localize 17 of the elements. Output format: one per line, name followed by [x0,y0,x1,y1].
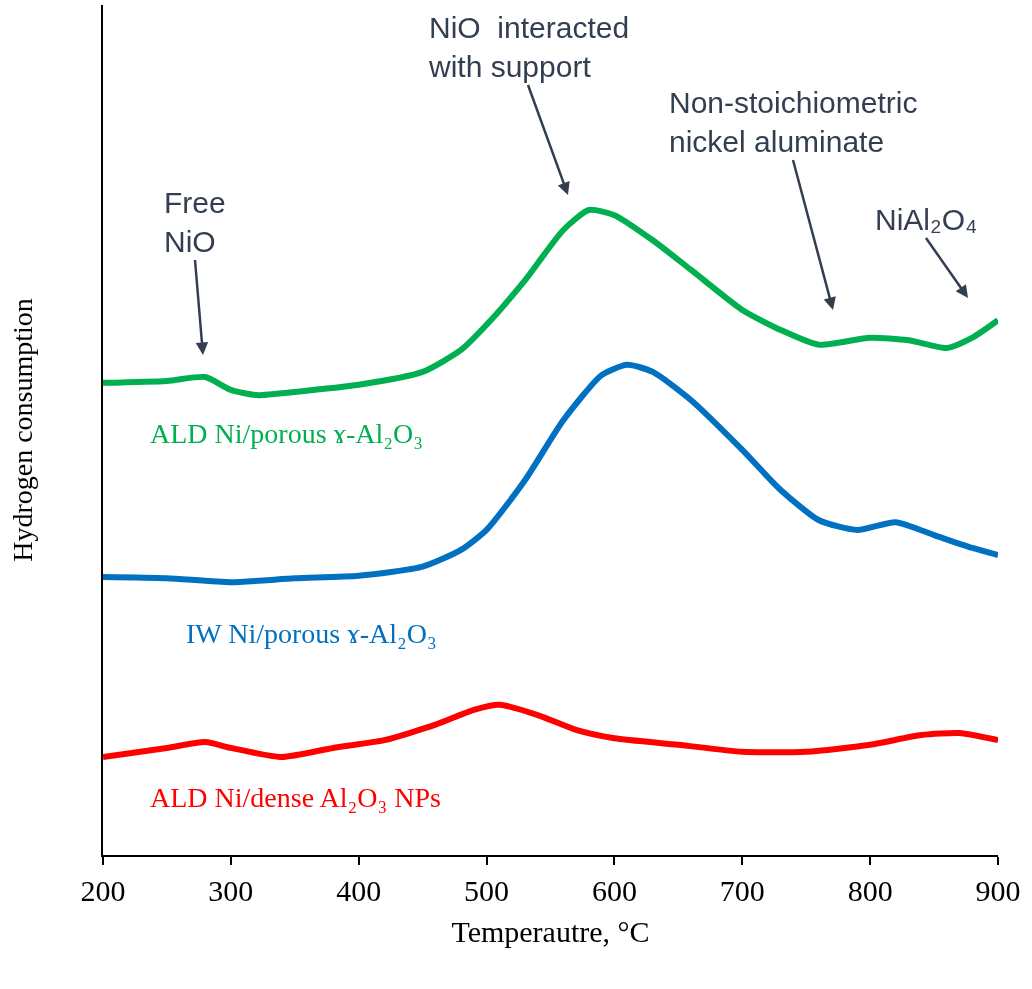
text: NiO interacted with support [428,11,630,83]
x-tick-label: 800 [847,874,893,907]
x-tick-label: 200 [80,874,126,907]
series-label: ALD Ni/porous ɤ-Al₂O₃ [150,418,424,449]
x-tick-label: 700 [719,874,765,907]
x-tick-label: 600 [591,874,637,907]
x-tick-label: 400 [336,874,382,907]
series-label: IW Ni/porous ɤ-Al₂O₃ [186,618,437,649]
x-tick-label: 500 [464,874,510,907]
x-axis-title: Temperautre, °C [451,915,650,948]
y-axis-title: Hydrogen consumption [7,298,39,562]
annotation: Free NiO [164,186,226,258]
text: Non-stoichiometric nickel aluminate [669,86,918,158]
x-tick-label: 300 [208,874,254,907]
annotation: NiAl₂O₄ [875,203,978,236]
x-tick-label: 900 [975,874,1021,907]
series-label: ALD Ni/dense Al₂O₃ NPs [150,782,441,813]
